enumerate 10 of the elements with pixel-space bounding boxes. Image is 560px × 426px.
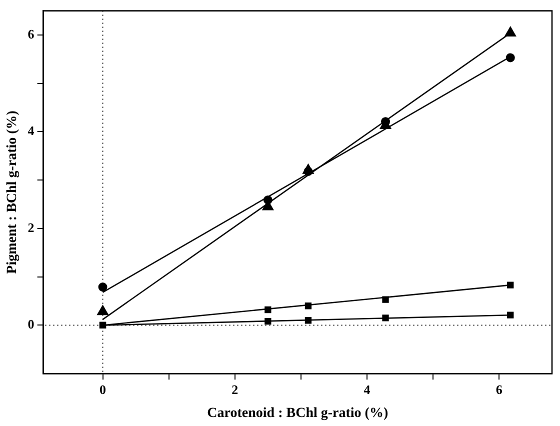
- x-tick-label: 4: [364, 382, 371, 397]
- y-tick-label: 0: [28, 316, 34, 332]
- x-axis-title: Carotenoid : BChl g-ratio (%): [207, 406, 388, 422]
- y-tick-label: 4: [28, 123, 35, 138]
- y-tick-label: 2: [28, 220, 34, 235]
- x-tick-label: 6: [496, 382, 503, 397]
- y-tick-label: 6: [28, 26, 35, 42]
- x-tick-label: 0: [100, 382, 106, 397]
- y-axis-title: Pigment : BChl g-ratio (%): [5, 110, 20, 274]
- x-tick-label: 2: [232, 382, 238, 397]
